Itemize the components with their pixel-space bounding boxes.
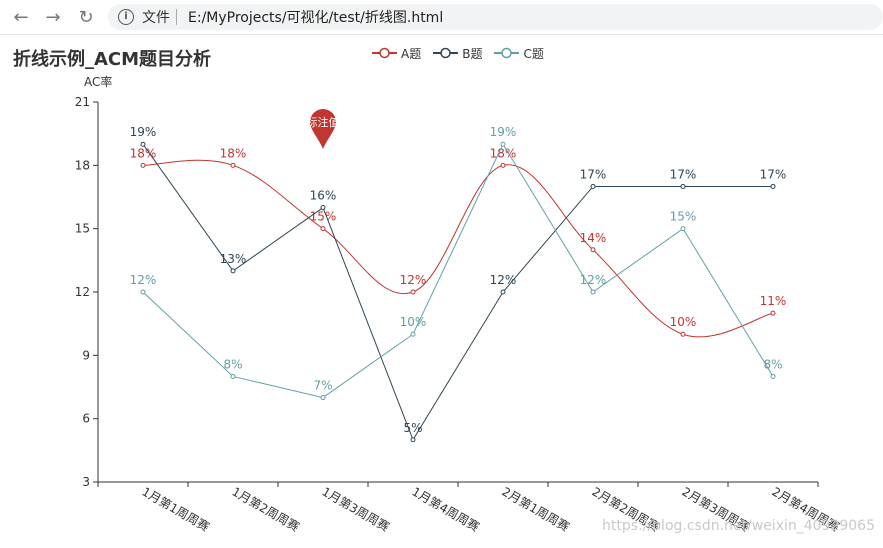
data-label-1-5: 17% [580,167,607,181]
legend-label-c: C题 [523,46,544,61]
x-tick-label-2: 1月第3周周赛 [320,484,393,535]
data-point-2-6 [680,226,686,232]
data-label-0-6: 10% [670,315,697,329]
legend-item-a[interactable]: A题 [372,44,421,62]
data-point-1-4 [500,289,506,295]
x-tick-label-0: 1月第1周周赛 [140,484,213,535]
series-line-0 [142,159,774,338]
data-label-2-0: 12% [130,273,157,287]
data-label-0-4: 18% [490,146,517,160]
data-label-0-5: 14% [580,231,607,245]
data-point-2-3 [410,331,416,337]
back-arrow-icon[interactable]: ← [13,6,29,28]
reload-icon[interactable]: ↻ [78,6,94,28]
browser-toolbar: ← → ↻ i 文件 E:/MyProjects/可视化/test/折线图.ht… [0,0,883,35]
mark-point-label: 标注值 [307,115,340,129]
data-label-1-6: 17% [670,167,697,181]
data-point-2-4 [500,141,506,147]
data-label-2-5: 12% [580,273,607,287]
data-point-2-5 [590,289,596,295]
data-point-0-7 [770,310,776,316]
data-point-0-4 [500,162,506,168]
x-tick-label-3: 1月第4周周赛 [410,484,483,535]
data-label-1-3: 5% [403,421,422,435]
url-text[interactable]: E:/MyProjects/可视化/test/折线图.html [188,10,444,26]
y-tick-label-6: 21 [75,95,90,109]
y-axis-label: AC率 [84,74,112,89]
data-label-1-4: 12% [490,273,517,287]
data-point-2-2 [320,395,326,401]
series-line-1 [142,143,773,441]
forward-arrow-icon[interactable]: → [45,6,61,28]
data-label-0-1: 18% [220,146,247,160]
data-label-1-7: 17% [760,167,787,181]
mark-point-pin [310,109,336,149]
data-label-2-2: 7% [313,379,332,393]
legend-item-c[interactable]: C题 [494,44,544,62]
data-label-0-0: 18% [130,146,157,160]
y-tick-label-3: 12 [75,285,90,299]
data-label-1-2: 16% [310,189,337,203]
legend-label-b: B题 [462,46,483,61]
data-point-1-6 [680,183,686,189]
file-label: 文件 [142,10,170,26]
data-label-2-4: 19% [490,125,517,139]
data-point-0-6 [680,331,686,337]
legend-marker-b [433,47,459,59]
x-tick-label-4: 2月第1周周赛 [500,484,573,535]
data-label-2-6: 15% [670,210,697,224]
chart-title: 折线示例_ACM题目分析 [13,49,212,70]
y-tick-label-0: 3 [82,475,90,489]
data-point-0-0 [140,162,146,168]
legend-marker-a [372,47,397,59]
data-point-0-3 [410,289,416,295]
data-point-1-3 [410,437,416,443]
data-point-0-1 [230,162,236,168]
data-label-0-7: 11% [760,294,787,308]
watermark: https://blog.csdn.net/weixin_40929065 [601,518,875,534]
address-bar[interactable]: i 文件 E:/MyProjects/可视化/test/折线图.html [108,4,883,30]
legend-marker-c [494,47,520,59]
data-point-2-0 [140,289,146,295]
data-label-2-1: 8% [223,357,242,371]
legend-item-b[interactable]: B题 [433,44,482,62]
legend-label-a: A题 [401,46,422,61]
data-label-0-2: 15% [310,210,337,224]
data-label-0-3: 12% [400,273,427,287]
data-point-1-7 [770,183,776,189]
info-icon[interactable]: i [118,9,134,25]
data-point-1-0 [140,141,146,147]
data-point-0-2 [320,226,326,232]
series-line-2 [142,143,774,399]
address-separator [176,9,177,25]
y-tick-label-5: 18 [75,158,90,172]
data-point-1-5 [590,183,596,189]
x-tick-label-1: 1月第2周周赛 [230,484,303,535]
data-point-0-5 [590,247,596,253]
data-label-1-1: 13% [220,252,247,266]
data-label-1-0: 19% [130,125,157,139]
data-label-2-7: 8% [763,357,782,371]
data-label-2-3: 10% [400,315,427,329]
y-tick-label-1: 6 [82,412,90,426]
data-point-2-1 [230,373,236,379]
y-tick-label-4: 15 [75,222,90,236]
data-point-1-2 [320,205,326,211]
data-point-2-7 [770,373,776,379]
data-point-1-1 [230,268,236,274]
chart-legend: A题 B题 C题 [372,44,544,62]
y-tick-label-2: 9 [82,348,90,362]
